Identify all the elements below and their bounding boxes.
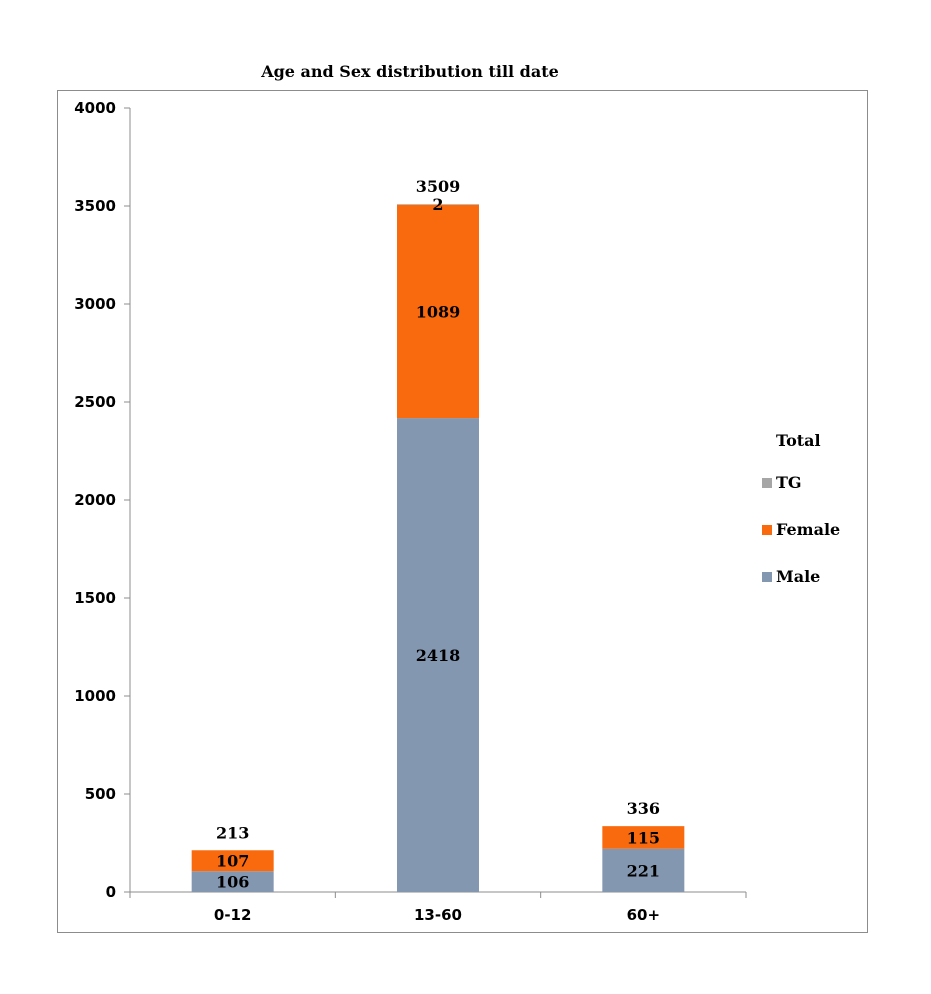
y-tick-label: 4000 [74, 99, 116, 117]
bar-segment-male [602, 848, 685, 892]
x-tick-label: 13-60 [414, 906, 462, 924]
axes: 0 500 1000 1500 2000 2500 3000 3500 4000 0-12 13-6… [74, 99, 747, 924]
data-label-male: 221 [627, 861, 660, 880]
bars [191, 204, 685, 892]
bar-segment-female [191, 850, 274, 872]
data-label-female: 107 [216, 852, 249, 871]
y-tick-label: 2000 [74, 491, 116, 509]
y-tick-label: 500 [85, 785, 116, 803]
legend-swatch-female [762, 525, 772, 535]
data-label-female: 1089 [416, 302, 461, 321]
legend-label-tg: TG [776, 473, 802, 492]
data-label-total: 336 [627, 799, 660, 818]
bar-segment-female [397, 204, 479, 419]
legend-swatch-male [762, 572, 772, 582]
x-tick-label: 0-12 [214, 906, 252, 924]
data-label-total: 3509 [416, 177, 461, 196]
data-label-female: 115 [627, 828, 660, 847]
bar-segment-female [602, 826, 685, 849]
legend-label-male: Male [776, 567, 820, 586]
data-label-total: 213 [216, 823, 249, 842]
y-tick-label: 3500 [74, 197, 116, 215]
bar-segment-tg [397, 204, 479, 205]
bar-segment-male [191, 871, 274, 892]
data-label-male: 106 [216, 873, 249, 892]
y-tick-label: 2500 [74, 393, 116, 411]
legend-label-female: Female [776, 520, 840, 539]
chart-title: Age and Sex distribution till date [261, 62, 559, 81]
y-tick-label: 3000 [74, 295, 116, 313]
legend-swatch-tg [762, 478, 772, 488]
y-tick-label: 1000 [74, 687, 116, 705]
y-tick-label: 1500 [74, 589, 116, 607]
bar-segment-male [397, 418, 479, 892]
legend-label-total: Total [776, 431, 821, 450]
x-tick-label: 60+ [627, 906, 660, 924]
legend: Total TG Female Male [762, 431, 840, 586]
y-tick-label: 0 [106, 883, 116, 901]
data-label-tg: 2 [432, 195, 443, 214]
data-label-male: 2418 [416, 646, 461, 665]
